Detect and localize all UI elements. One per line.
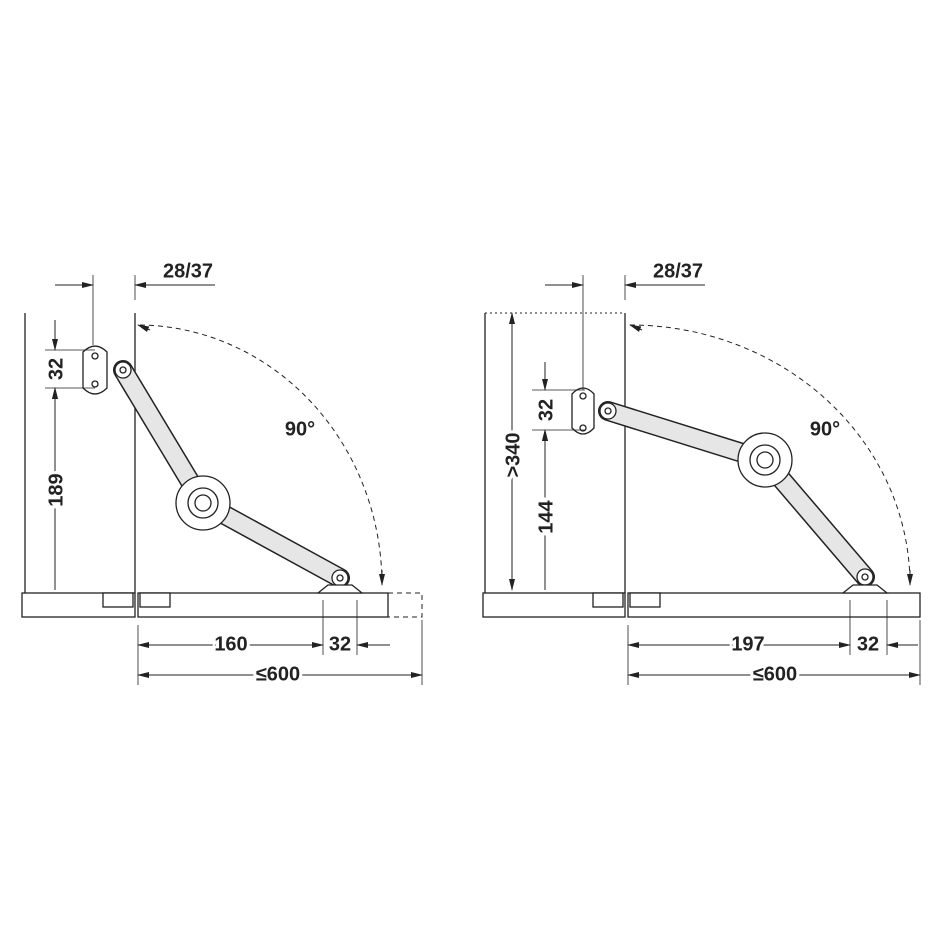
angle-label: 90° — [810, 418, 840, 440]
dimension-label: 189 — [45, 473, 67, 506]
dimension-label: 32 — [535, 399, 557, 421]
angle-label: 90° — [285, 418, 315, 440]
left-drawing: 28/37 32 189 90° 160 32 ≤600 — [21, 257, 423, 688]
dimension-label: 197 — [731, 633, 764, 655]
dimension-label: >340 — [502, 432, 524, 477]
dimension-label: 160 — [214, 633, 247, 655]
dimension-label: ≤600 — [753, 663, 797, 685]
dimension-label: 32 — [329, 633, 351, 655]
dimension-label: 32 — [45, 358, 67, 380]
dimension-label: 32 — [857, 633, 879, 655]
dimension-label: 28/37 — [163, 260, 213, 282]
right-drawing: 28/37 >340 32 144 90° 197 32 ≤600 — [482, 257, 921, 688]
dimension-label: 28/37 — [653, 260, 703, 282]
dimension-label: 144 — [535, 499, 557, 533]
dimension-label: ≤600 — [256, 663, 300, 685]
